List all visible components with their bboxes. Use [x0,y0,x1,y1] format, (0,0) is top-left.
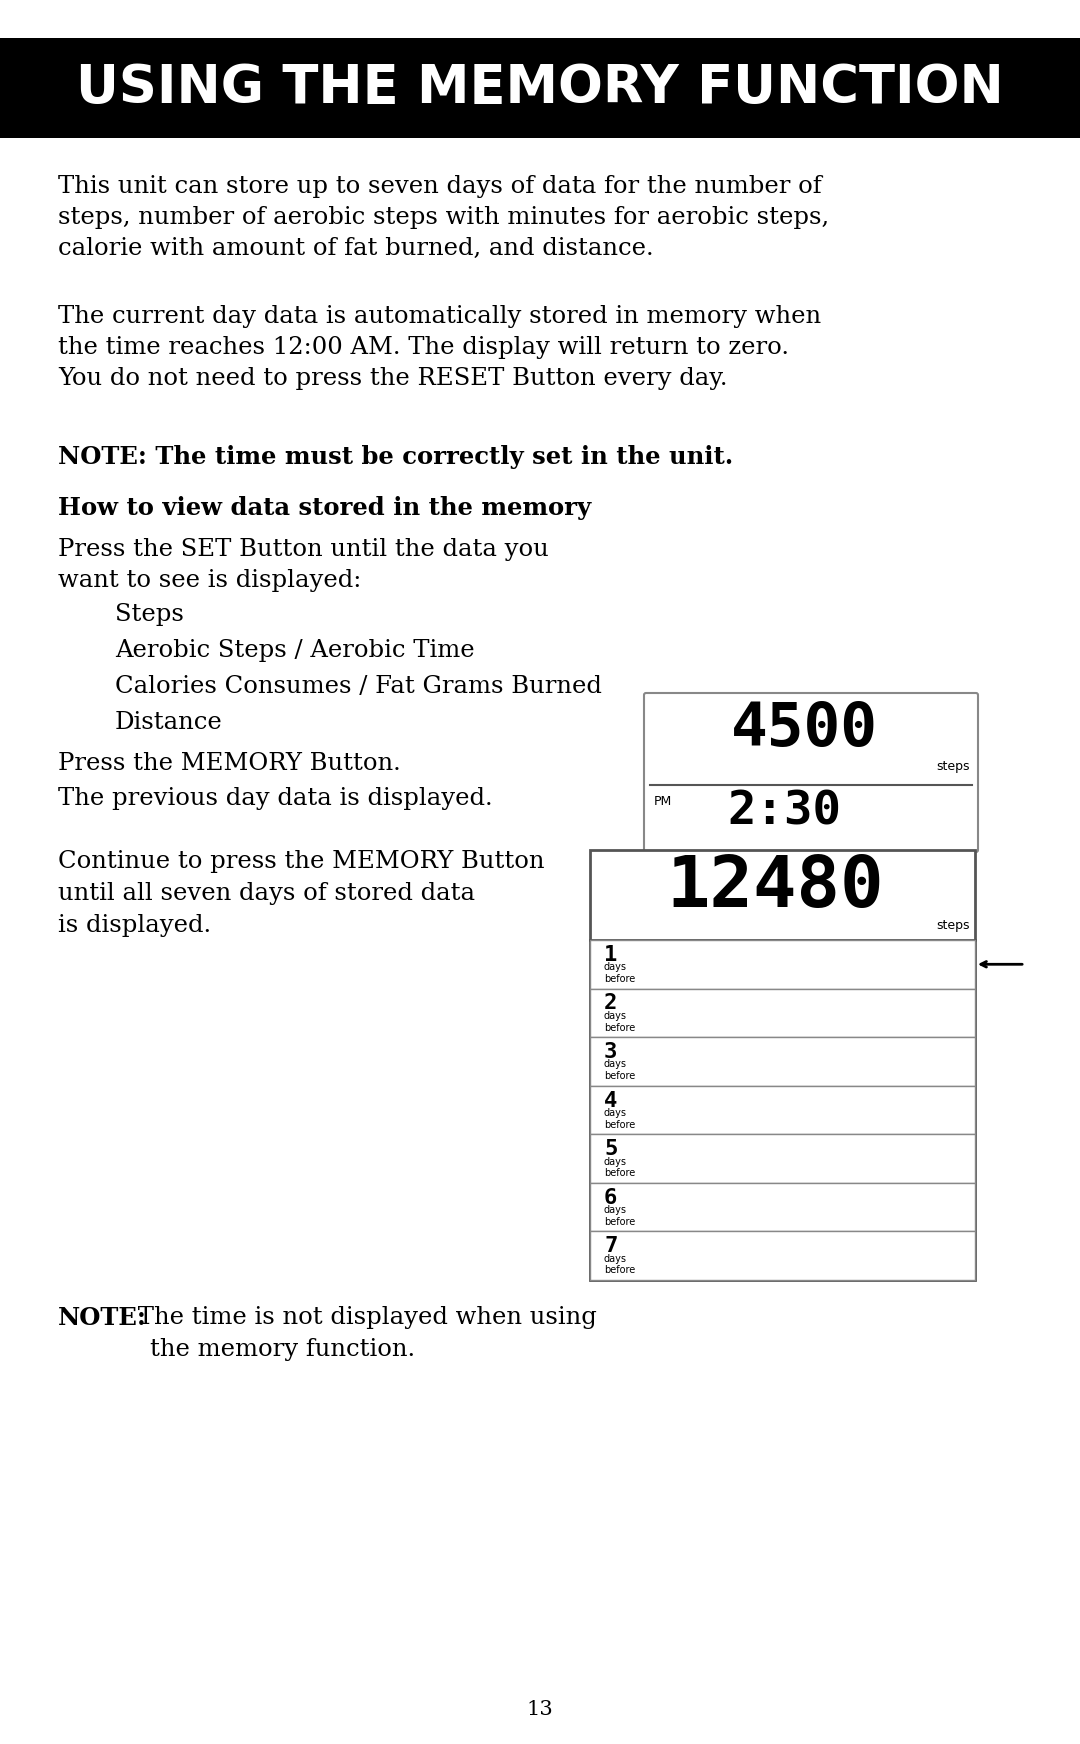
Text: days
before: days before [604,1205,635,1226]
Bar [590,1038,975,1087]
Bar [590,1134,975,1182]
Text: This unit can store up to seven days of data for the number of
steps, number of : This unit can store up to seven days of … [58,174,829,260]
Text: Distance: Distance [114,712,222,734]
Text: 5: 5 [604,1139,618,1160]
Text: steps: steps [936,760,970,773]
Text: days
before: days before [604,963,635,984]
Bar [0,38,1080,138]
Text: days
before: days before [604,1156,635,1179]
Text: NOTE:: NOTE: [58,1306,147,1331]
Text: the memory function.: the memory function. [150,1338,415,1360]
Bar [590,1231,975,1280]
Text: 12480: 12480 [666,853,883,923]
Text: days
before: days before [604,1107,635,1130]
Text: PM: PM [654,795,672,807]
Text: days
before: days before [604,1012,635,1032]
Text: Aerobic Steps / Aerobic Time: Aerobic Steps / Aerobic Time [114,638,474,663]
Text: Continue to press the MEMORY Button
until all seven days of stored data
is displ: Continue to press the MEMORY Button unti… [58,849,544,937]
Text: 2: 2 [604,994,618,1013]
Text: 7: 7 [604,1236,618,1256]
Text: Steps: Steps [114,603,184,626]
Bar [590,1182,975,1231]
Text: 2:30: 2:30 [728,790,841,835]
Text: Calories Consumes / Fat Grams Burned: Calories Consumes / Fat Grams Burned [114,675,602,698]
Bar [590,1087,975,1134]
Text: steps: steps [936,919,970,931]
Text: 3: 3 [604,1041,618,1062]
Text: NOTE: The time must be correctly set in the unit.: NOTE: The time must be correctly set in … [58,445,733,469]
Text: Press the MEMORY Button.: Press the MEMORY Button. [58,752,401,774]
Text: Press the SET Button until the data you
want to see is displayed:: Press the SET Button until the data you … [58,537,549,593]
Text: How to view data stored in the memory: How to view data stored in the memory [58,495,591,520]
Text: 1: 1 [604,945,618,964]
Bar [590,940,975,989]
Text: 13: 13 [527,1700,553,1720]
FancyBboxPatch shape [590,849,975,1280]
Text: The time is not displayed when using: The time is not displayed when using [130,1306,597,1329]
Text: 6: 6 [604,1188,618,1207]
Bar [590,989,975,1038]
Text: USING THE MEMORY FUNCTION: USING THE MEMORY FUNCTION [76,63,1004,113]
Text: 4: 4 [604,1090,618,1111]
Text: days
before: days before [604,1060,635,1081]
Text: The previous day data is displayed.: The previous day data is displayed. [58,787,492,809]
Text: The current day data is automatically stored in memory when
the time reaches 12:: The current day data is automatically st… [58,305,821,391]
Text: 4500: 4500 [731,699,878,759]
FancyBboxPatch shape [644,692,978,853]
Text: days
before: days before [604,1254,635,1275]
